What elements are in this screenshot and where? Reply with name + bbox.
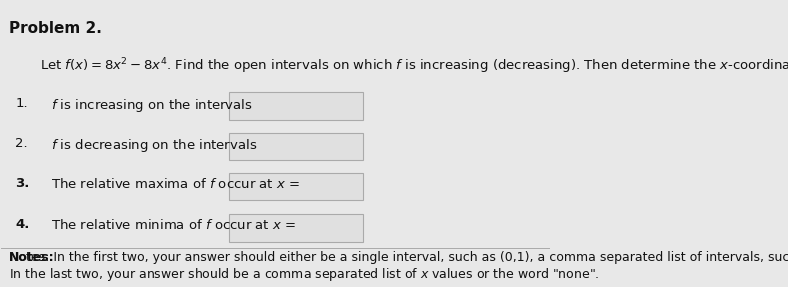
Text: 3.: 3.	[15, 177, 29, 190]
Text: The relative minima of $f$ occur at $x$ =: The relative minima of $f$ occur at $x$ …	[50, 218, 296, 232]
Text: $f$ is decreasing on the intervals: $f$ is decreasing on the intervals	[50, 137, 257, 154]
Text: Let $f(x) = 8x^2 - 8x^4$. Find the open intervals on which $f$ is increasing (de: Let $f(x) = 8x^2 - 8x^4$. Find the open …	[39, 57, 788, 76]
FancyBboxPatch shape	[229, 92, 363, 120]
Text: Notes: In the first two, your answer should either be a single interval, such as: Notes: In the first two, your answer sho…	[9, 251, 788, 264]
Text: 4.: 4.	[15, 218, 29, 231]
FancyBboxPatch shape	[229, 133, 363, 160]
Text: 1.: 1.	[15, 97, 28, 110]
Text: 2.: 2.	[15, 137, 28, 150]
Text: $f$ is increasing on the intervals: $f$ is increasing on the intervals	[50, 97, 252, 114]
Text: The relative maxima of $f$ occur at $x$ =: The relative maxima of $f$ occur at $x$ …	[50, 177, 299, 191]
Text: Notes:: Notes:	[9, 251, 54, 264]
Text: Problem 2.: Problem 2.	[9, 21, 102, 36]
FancyBboxPatch shape	[229, 172, 363, 200]
FancyBboxPatch shape	[229, 214, 363, 242]
Text: In the last two, your answer should be a comma separated list of $x$ values or t: In the last two, your answer should be a…	[9, 266, 599, 283]
